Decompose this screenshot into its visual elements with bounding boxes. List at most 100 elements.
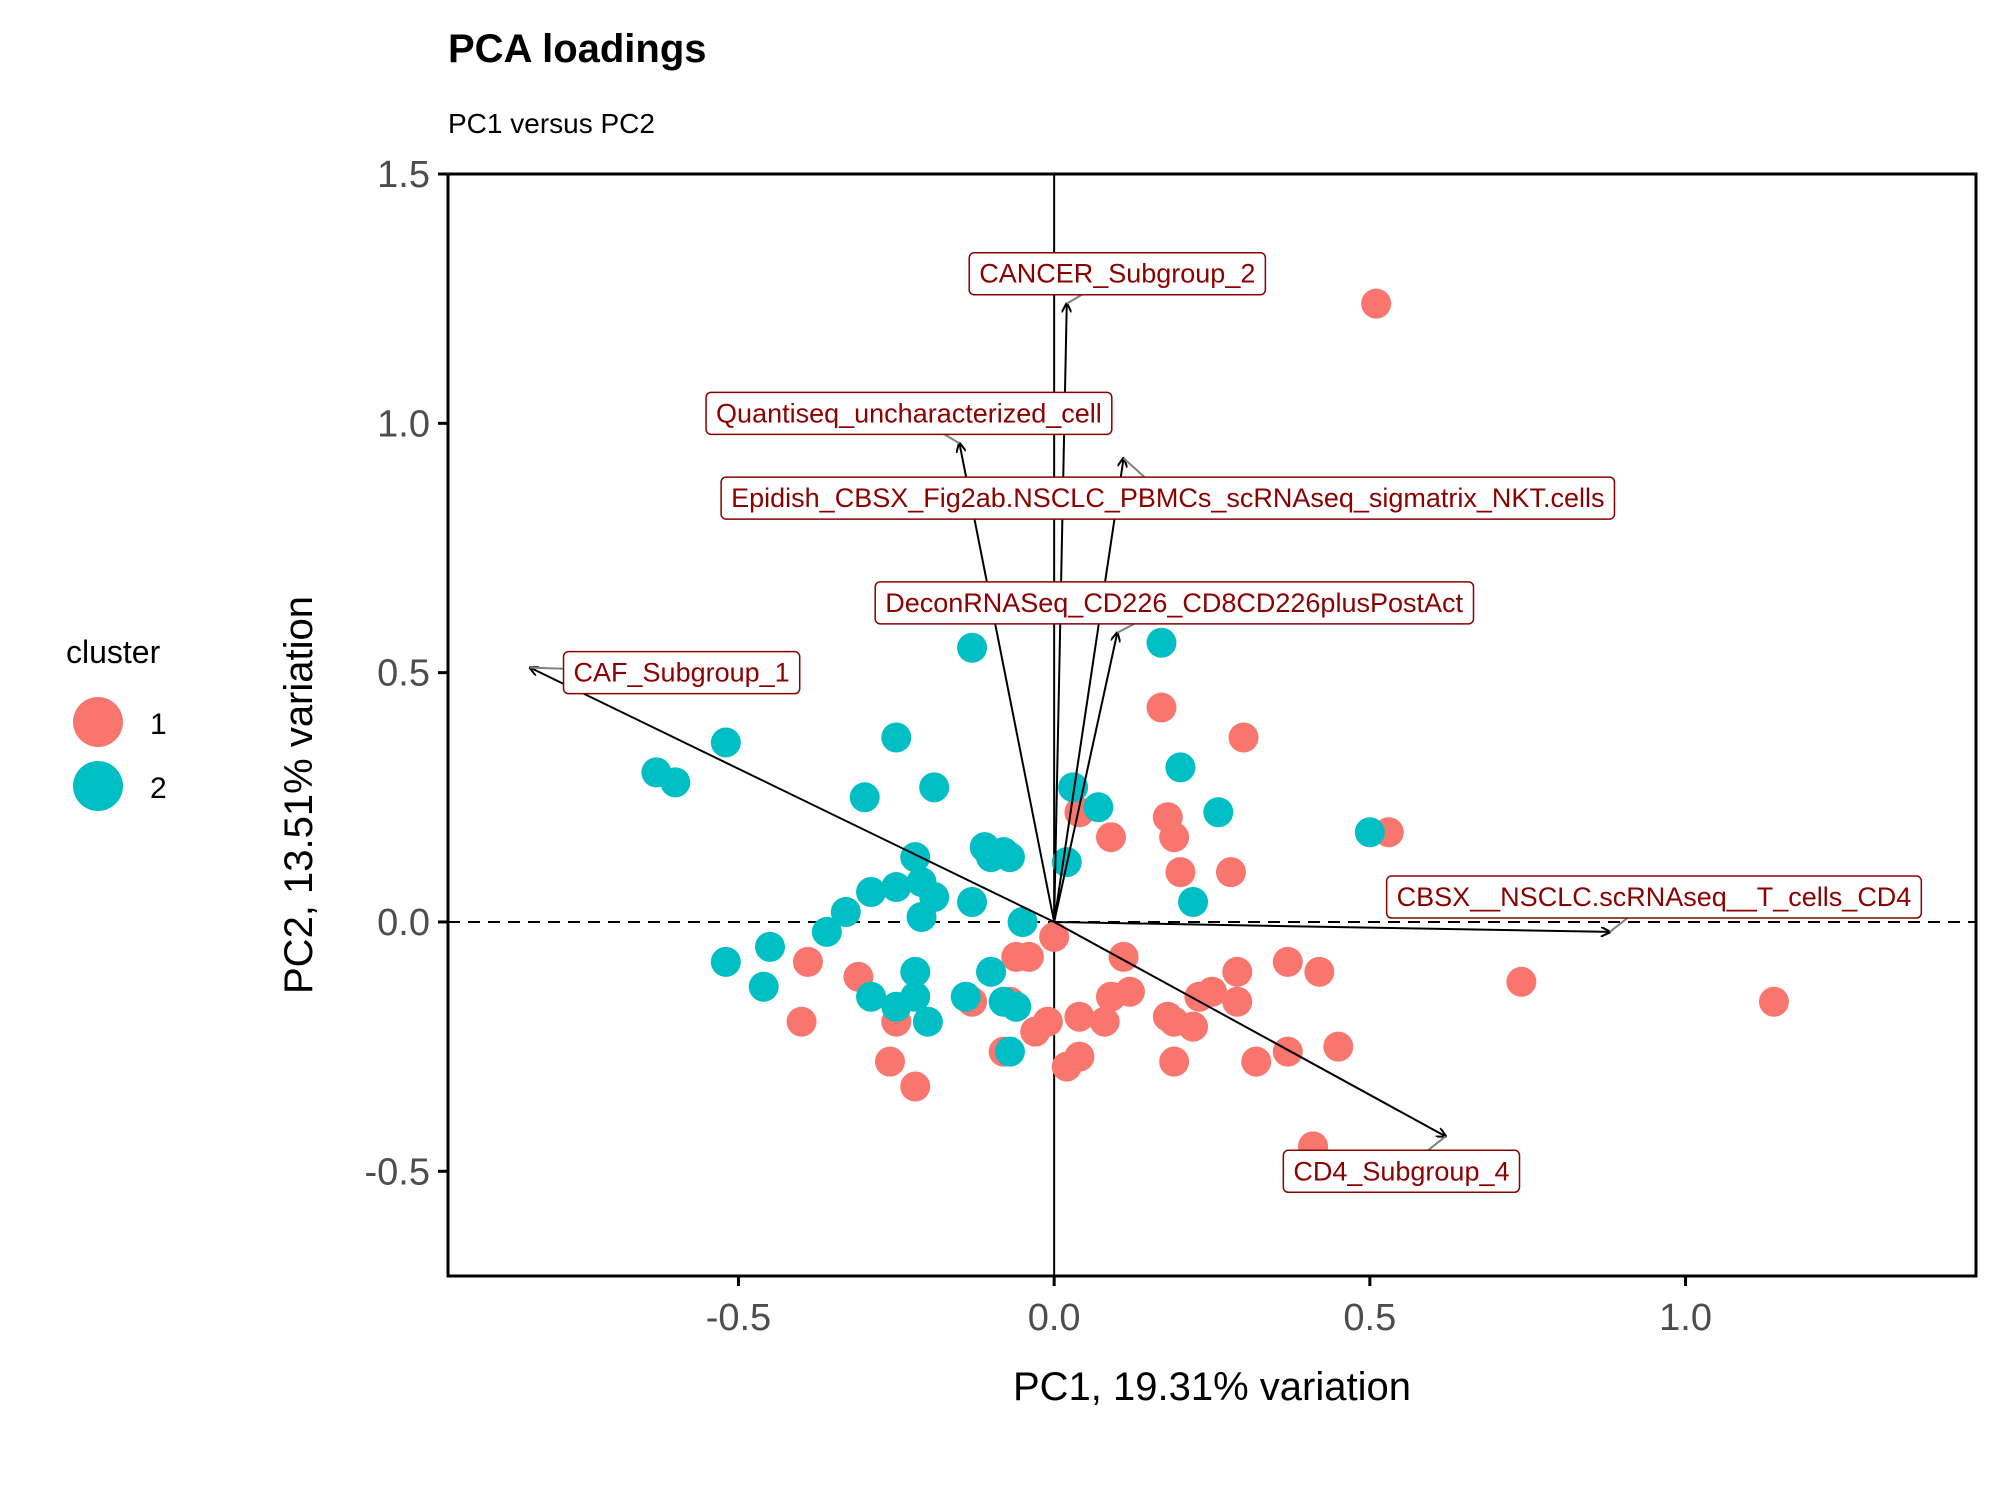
plot-area: CANCER_Subgroup_2 Quantiseq_uncharacteriz… <box>448 174 1976 1276</box>
point-cluster-2 <box>1165 752 1196 783</box>
point-cluster-2 <box>710 946 741 977</box>
label-box <box>1282 1149 1521 1194</box>
point-cluster-1 <box>874 1046 905 1077</box>
point-cluster-1 <box>1020 1016 1051 1047</box>
point-cluster-2 <box>994 1036 1025 1067</box>
loading-label: Quantiseq_uncharacterized_cell <box>705 391 1113 445</box>
point-cluster-2 <box>748 971 779 1002</box>
x-tick-label: 0.5 <box>1343 1297 1396 1339</box>
point-cluster-2 <box>856 981 887 1012</box>
loading-label-text: DeconRNASeq_CD226_CD8CD226plusPostAct <box>885 588 1463 618</box>
loading-arrow <box>1054 920 1610 932</box>
point-cluster-2 <box>957 887 988 918</box>
point-cluster-2 <box>900 956 931 987</box>
point-cluster-2 <box>900 842 931 873</box>
point-cluster-1 <box>1222 986 1253 1017</box>
point-cluster-1 <box>1108 941 1139 972</box>
point-cluster-1 <box>1051 1051 1082 1082</box>
loading-label-text: CBSX__NSCLC.scRNAseq__T_cells_CD4 <box>1397 882 1912 912</box>
legend-title: cluster <box>66 634 161 670</box>
loading-label: CANCER_Subgroup_2 <box>968 251 1267 305</box>
loading-arrow <box>530 668 1055 923</box>
point-cluster-2 <box>1354 817 1385 848</box>
point-cluster-1 <box>1506 966 1537 997</box>
point-cluster-1 <box>1222 956 1253 987</box>
x-axis-title: PC1, 19.31% variation <box>1013 1365 1411 1409</box>
loading-label: CD4_Subgroup_4 <box>1282 1135 1521 1194</box>
label-box <box>562 650 801 695</box>
x-tick-label: 0.0 <box>1028 1297 1081 1339</box>
point-cluster-1 <box>1178 1011 1209 1042</box>
point-cluster-2 <box>660 767 691 798</box>
point-cluster-2 <box>1178 887 1209 918</box>
loading-label: CAF_Subgroup_1 <box>530 650 801 695</box>
chart-title: PCA loadings <box>448 27 707 71</box>
y-tick-label: 0.5 <box>377 653 430 695</box>
point-cluster-2 <box>1001 991 1032 1022</box>
point-cluster-2 <box>856 877 887 908</box>
point-cluster-2 <box>1007 906 1038 937</box>
point-cluster-2 <box>906 901 937 932</box>
axes: -0.5 0.0 0.5 1.0 -0.5 0.0 0.5 1.0 1.5 <box>365 154 1978 1339</box>
point-cluster-2 <box>1083 792 1114 823</box>
point-cluster-1 <box>1241 1046 1272 1077</box>
label-box <box>968 251 1267 296</box>
point-cluster-2 <box>849 782 880 813</box>
loading-label: Epidish_CBSX_Fig2ab.NSCLC_PBMCs_scRNAseq… <box>720 457 1616 520</box>
loading-label: DeconRNASeq_CD226_CD8CD226plusPostAct <box>874 581 1475 634</box>
point-cluster-1 <box>1272 946 1303 977</box>
point-cluster-2 <box>881 872 912 903</box>
point-cluster-2 <box>912 1006 943 1037</box>
loading-label: CBSX__NSCLC.scRNAseq__T_cells_CD4 <box>1385 875 1923 933</box>
loading-label-text: CD4_Subgroup_4 <box>1293 1156 1509 1186</box>
loading-arrow <box>1053 921 1445 1136</box>
point-cluster-1 <box>1095 822 1126 853</box>
y-tick-label: 1.5 <box>377 154 430 196</box>
point-cluster-2 <box>830 896 861 927</box>
loading-label-text: Epidish_CBSX_Fig2ab.NSCLC_PBMCs_scRNAseq… <box>731 483 1604 513</box>
point-cluster-1 <box>1013 941 1044 972</box>
point-cluster-2 <box>881 722 912 753</box>
chart-subtitle: PC1 versus PC2 <box>448 108 655 139</box>
loading-arrow <box>959 443 1056 923</box>
point-cluster-1 <box>900 1071 931 1102</box>
point-cluster-2 <box>1203 797 1234 828</box>
x-tick-label: -0.5 <box>706 1297 771 1339</box>
label-box <box>720 476 1616 520</box>
point-cluster-2 <box>755 931 786 962</box>
loading-arrow <box>1053 458 1123 923</box>
point-cluster-2 <box>710 727 741 758</box>
point-cluster-1 <box>786 1006 817 1037</box>
point-cluster-1 <box>792 946 823 977</box>
point-cluster-1 <box>1304 956 1335 987</box>
point-cluster-2 <box>919 772 950 803</box>
point-cluster-2 <box>900 981 931 1012</box>
point-cluster-1 <box>1159 1046 1190 1077</box>
loading-label-text: Quantiseq_uncharacterized_cell <box>716 398 1102 428</box>
legend-label-cluster-2: 2 <box>150 772 167 805</box>
y-tick-label: 0.0 <box>377 902 430 944</box>
point-cluster-2 <box>1146 627 1177 658</box>
point-cluster-1 <box>1159 822 1190 853</box>
legend-label-cluster-1: 1 <box>150 708 167 741</box>
loading-label-text: CAF_Subgroup_1 <box>574 658 790 688</box>
point-cluster-1 <box>1165 857 1196 888</box>
point-cluster-1 <box>1272 1036 1303 1067</box>
point-cluster-1 <box>1146 692 1177 723</box>
point-cluster-1 <box>1184 981 1215 1012</box>
point-cluster-1 <box>1758 986 1789 1017</box>
point-cluster-1 <box>1361 288 1392 319</box>
loading-label-text: CANCER_Subgroup_2 <box>979 259 1255 289</box>
y-tick-label: -0.5 <box>365 1151 430 1193</box>
legend-swatch-cluster-1 <box>73 697 123 747</box>
point-cluster-1 <box>1064 1001 1095 1032</box>
y-axis-title: PC2, 13.51% variation <box>277 596 321 994</box>
y-tick-label: 1.0 <box>377 403 430 445</box>
label-box <box>1385 875 1923 919</box>
legend-swatch-cluster-2 <box>73 761 123 811</box>
point-cluster-2 <box>957 632 988 663</box>
point-cluster-1 <box>1215 857 1246 888</box>
label-box <box>705 391 1113 436</box>
point-cluster-2 <box>994 842 1025 873</box>
